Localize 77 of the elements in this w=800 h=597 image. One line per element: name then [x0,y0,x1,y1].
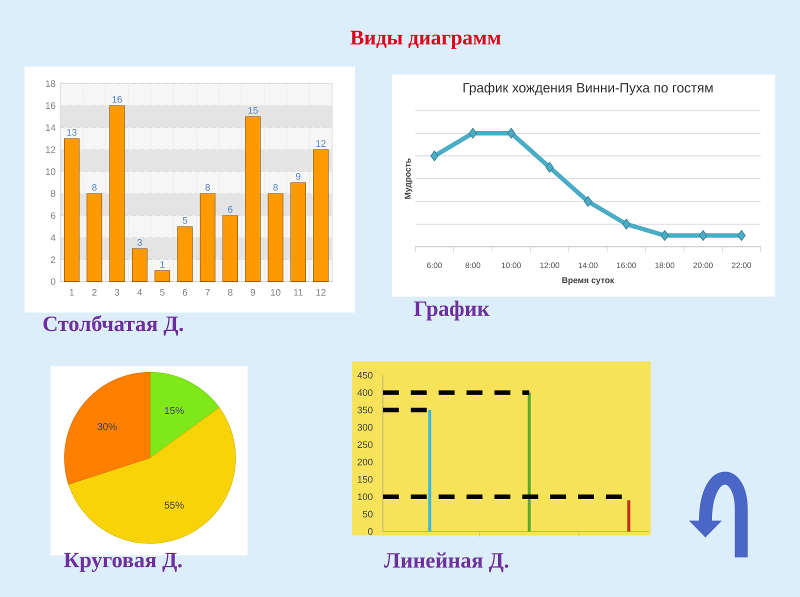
y-tick-label: 0 [368,528,373,535]
bar [313,149,329,282]
x-tick-label: 6 [182,288,188,296]
text: Столбчатая Д. [43,315,184,336]
point [737,230,746,241]
x-tick-label: 5 [160,288,165,296]
y-axis-title: Мудрость [404,158,412,199]
y-tick-label: 350 [358,406,373,414]
data-label: 55% [164,502,184,509]
data-label: 15% [164,406,184,414]
x-tick-label: 9 [250,288,256,296]
y-tick-label: 250 [358,441,373,448]
point [622,218,630,230]
data-label: 8 [273,184,278,191]
y-tick-label: 2 [50,256,56,263]
data-label: 8 [205,184,210,191]
x-tick-label: 10 [271,288,280,296]
bar [627,500,630,532]
point [507,128,516,138]
y-tick-label: 0 [50,278,56,285]
bar [86,193,102,282]
text: Линейная Д. [384,552,508,572]
text: Виды диаграмм [350,30,501,49]
y-tick-label: 50 [362,510,373,518]
data-label: 6 [228,206,232,213]
y-tick-label: 4 [50,234,56,241]
bar [177,226,193,282]
text: Круговая Д. [64,552,182,572]
data-label: 16 [112,96,122,103]
y-tick-label: 16 [46,102,56,109]
x-tick-label: 8 [228,288,232,296]
point [698,230,708,241]
y-tick-label: 400 [357,389,373,396]
y-tick-label: 300 [358,424,373,431]
data-label: 13 [67,128,77,136]
y-tick-label: 200 [358,458,373,466]
y-tick-label: 100 [358,493,373,500]
point [660,230,669,241]
x-tick-label: 3 [114,288,120,296]
bar [245,116,261,282]
bar [132,248,148,282]
bar [222,215,238,282]
bar [428,410,432,532]
bar [109,105,125,282]
data-label: 12 [316,140,326,147]
x-tick-label: 12 [316,288,326,296]
point [584,196,592,207]
y-tick-label: 18 [46,80,56,87]
data-label: 5 [182,217,188,224]
x-tick-label: 2 [92,288,97,296]
bar [290,182,306,282]
y-tick-label: 12 [46,146,56,153]
chart-title: График хождения Винни-Пуха по гостям [464,82,713,96]
x-tick-label: 1 [70,288,74,296]
x-tick-label: 11 [294,288,303,296]
y-tick-label: 14 [46,124,56,131]
data-label: 8 [92,184,97,191]
data-label: 30% [97,423,117,430]
x-axis-title: Время суток [562,277,614,285]
y-tick-label: 8 [50,190,56,197]
bar [64,138,80,282]
y-tick-label: 150 [358,476,373,483]
y-tick-label: 10 [46,168,56,175]
bar [268,193,284,282]
point [430,150,439,162]
x-tick-label: 4 [137,288,142,296]
text: График [414,300,490,320]
y-tick-label: 450 [357,372,373,378]
y-tick-label: 6 [50,212,56,219]
point [545,162,554,173]
bar [154,270,170,282]
bar [200,193,216,282]
data-label: 9 [296,172,300,180]
data-label: 3 [137,238,142,246]
data-label: 15 [248,107,258,114]
point [468,128,477,138]
x-tick-label: 7 [205,288,210,296]
